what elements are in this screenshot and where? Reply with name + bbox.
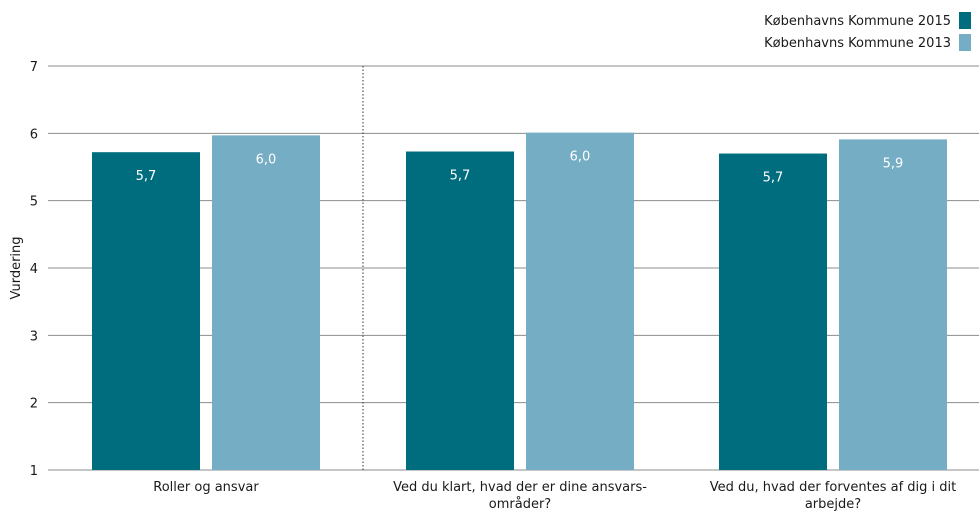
- bar: [526, 132, 634, 470]
- bar: [719, 153, 827, 471]
- legend-label: Københavns Kommune 2015: [764, 14, 951, 29]
- category-label: Ved du klart, hvad der er dine ansvars-: [393, 480, 647, 495]
- category-label: områder?: [489, 497, 551, 512]
- category-label: Roller og ansvar: [153, 480, 259, 495]
- y-tick-label: 6: [30, 127, 38, 142]
- y-tick-label: 3: [30, 329, 38, 344]
- y-tick-label: 7: [30, 60, 38, 75]
- y-tick-label: 1: [30, 464, 38, 479]
- bar-value-label: 5,7: [450, 169, 471, 184]
- bar-value-labels: 5,7 6,0 5,7 6,0 5,7 5,9: [136, 150, 904, 186]
- bar: [212, 135, 320, 470]
- legend-label: Københavns Kommune 2013: [764, 36, 951, 51]
- bar-value-label: 5,7: [136, 169, 157, 184]
- legend-swatch: [959, 34, 971, 51]
- y-tick-label: 5: [30, 195, 38, 210]
- legend: Københavns Kommune 2015 Københavns Kommun…: [764, 12, 971, 51]
- y-tick-label: 2: [30, 397, 38, 412]
- y-axis-title: Vurdering: [9, 236, 24, 299]
- x-axis-categories: Roller og ansvar Ved du klart, hvad der e…: [153, 480, 956, 512]
- y-axis-ticks: 1 2 3 4 5 6 7: [30, 60, 38, 479]
- y-tick-label: 4: [30, 262, 38, 277]
- bar-value-label: 6,0: [256, 152, 277, 167]
- legend-swatch: [959, 12, 971, 29]
- bar: [92, 152, 200, 471]
- category-label: arbejde?: [805, 497, 861, 512]
- bars: [92, 132, 947, 471]
- bar-value-label: 5,7: [763, 171, 784, 186]
- bar-value-label: 6,0: [570, 150, 591, 165]
- bar: [406, 151, 514, 470]
- bar-value-label: 5,9: [883, 156, 904, 171]
- category-label: Ved du, hvad der forventes af dig i dit: [710, 480, 956, 495]
- bar: [839, 139, 947, 471]
